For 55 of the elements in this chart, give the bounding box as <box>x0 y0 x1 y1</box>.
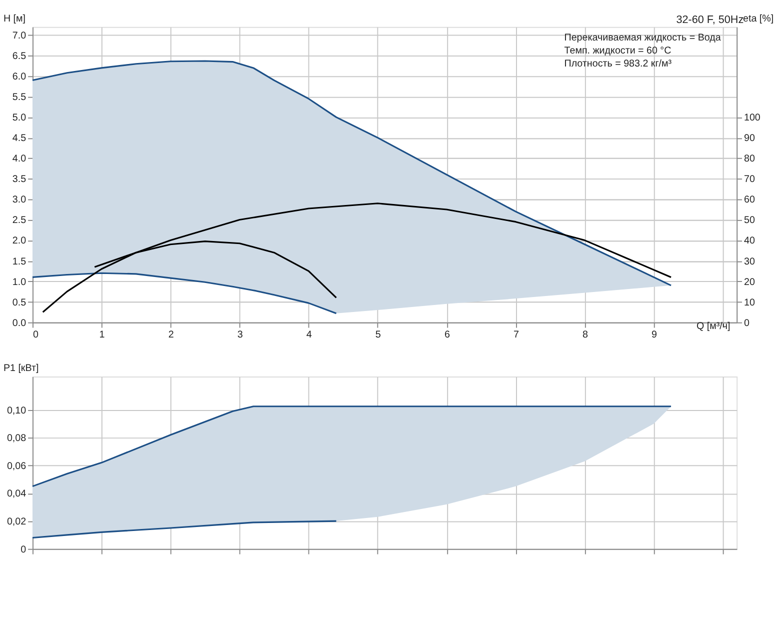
y2-tick-label: 60 <box>744 194 756 206</box>
line-series <box>94 240 338 299</box>
x-tick-label: 6 <box>444 330 450 341</box>
x-tick-label: 5 <box>375 330 382 341</box>
x-tick-label: 8 <box>582 330 588 341</box>
y2-tick-label: 40 <box>744 236 756 247</box>
x-tick-label: 3 <box>237 330 244 341</box>
x-tick-label: 9 <box>652 330 657 341</box>
x-axis-title: Q [м³/ч] <box>696 320 730 332</box>
line-series <box>32 520 338 539</box>
y2-tick-label: 50 <box>744 215 756 226</box>
y2-tick-label: 80 <box>744 154 756 165</box>
y2-tick-label: 100 <box>744 112 761 124</box>
annotation: Перекачиваемая жидкость = Вода <box>564 32 722 44</box>
y2-tick-label: 70 <box>744 174 756 186</box>
line-series <box>32 406 672 488</box>
y-tick-label: 0,08 <box>6 433 27 444</box>
y-tick-label: 4.5 <box>12 133 27 144</box>
y2-tick-label: 90 <box>744 133 756 144</box>
y-tick-label: 6.0 <box>12 72 27 83</box>
chart-title: 32-60 F, 50Hz <box>676 14 744 26</box>
line-series <box>32 272 338 314</box>
y2-tick-label: 20 <box>744 276 756 288</box>
y-tick-label: 0 <box>20 544 27 556</box>
x-tick-label: 2 <box>168 330 174 341</box>
y-tick-label: 0.0 <box>12 318 27 329</box>
x-tick-label: 7 <box>513 330 519 341</box>
y-tick-label: 0,06 <box>6 460 27 472</box>
y-tick-label: 7.0 <box>12 30 27 42</box>
y-tick-label: 6.5 <box>12 51 27 62</box>
y2-tick-label: 30 <box>744 256 756 268</box>
y-axis-title: P1 [кВт] <box>3 363 39 374</box>
y-tick-label: 0,02 <box>6 516 26 528</box>
annotation: Плотность = 983.2 кг/м³ <box>564 58 672 70</box>
annotation: Темп. жидкости = 60 °C <box>564 46 672 57</box>
y2-tick-label: 0 <box>744 318 750 329</box>
y-tick-label: 0,10 <box>6 405 27 416</box>
x-tick-label: 0 <box>32 330 39 341</box>
y-tick-label: 3.0 <box>12 194 27 206</box>
y-axis-title: H [м] <box>3 14 26 25</box>
y-tick-label: 5.0 <box>12 112 27 124</box>
y2-axis-title: eta [%] <box>743 14 774 25</box>
line-series <box>42 202 672 313</box>
y-tick-label: 5.5 <box>12 92 27 104</box>
x-tick-label: 1 <box>99 330 105 341</box>
y-tick-label: 2.0 <box>12 236 27 247</box>
y-tick-label: 1.0 <box>12 276 27 288</box>
y2-tick-label: 10 <box>744 297 756 308</box>
y-tick-label: 4.0 <box>12 154 27 165</box>
y-tick-label: 0.5 <box>12 297 27 308</box>
y-tick-label: 0,04 <box>6 488 27 500</box>
y-tick-label: 2.5 <box>12 215 27 226</box>
y-tick-label: 3.5 <box>12 174 27 186</box>
x-tick-label: 4 <box>306 330 312 341</box>
y-tick-label: 1.5 <box>12 256 27 268</box>
